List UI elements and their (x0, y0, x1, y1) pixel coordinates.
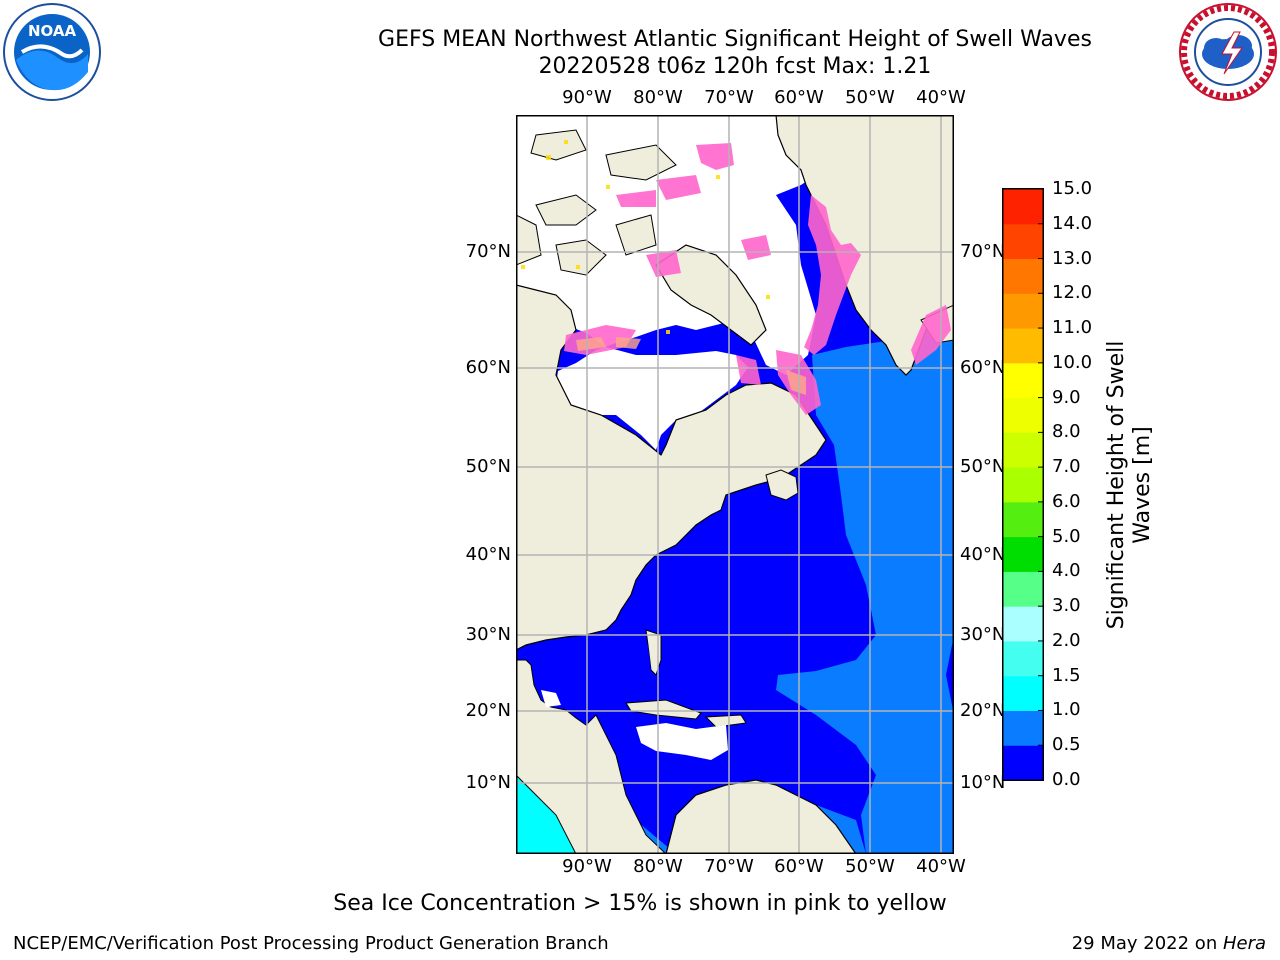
colorbar-swatch (1003, 536, 1043, 572)
lon-label-top-50w: 50°W (845, 87, 895, 108)
noaa-logo-text: NOAA (28, 22, 77, 40)
colorbar-swatch (1003, 571, 1043, 607)
lon-label-bottom-90w: 90°W (562, 856, 612, 877)
colorbar-swatch (1003, 189, 1043, 225)
footer-host: Hera (1222, 933, 1266, 954)
lon-label-bottom-70w: 70°W (704, 856, 754, 877)
lat-label-left-20n: 20°N (465, 700, 511, 721)
colorbar-swatch (1003, 362, 1043, 399)
colorbar-swatch (1003, 640, 1043, 677)
colorbar-tick-label: 5.0 (1052, 525, 1081, 547)
lat-label-left-60n: 60°N (465, 357, 511, 378)
colorbar-tick-label: 9.0 (1052, 386, 1081, 408)
footer-date-text: 29 May 2022 on (1071, 933, 1223, 954)
colorbar-tick-label: 4.0 (1052, 560, 1081, 582)
land-south-america (665, 779, 857, 854)
lon-label-top-70w: 70°W (704, 87, 754, 108)
no-data-caribbean (636, 723, 728, 760)
colorbar-label: Significant Height of Swell Waves [m] (1104, 341, 1156, 630)
lon-label-bottom-80w: 80°W (633, 856, 683, 877)
lat-label-left-50n: 50°N (465, 456, 511, 477)
graticule (516, 115, 954, 854)
colorbar-tick-label: 14.0 (1052, 212, 1093, 234)
colorbar-swatch (1003, 501, 1043, 538)
swell-zone-05-10 (776, 315, 954, 854)
colorbar-swatch (1003, 397, 1043, 433)
lat-label-right-40n: 40°N (960, 544, 1006, 565)
colorbar-swatch (1003, 675, 1043, 711)
lat-label-right-60n: 60°N (960, 357, 1006, 378)
colorbar-swatch (1003, 710, 1043, 746)
lon-label-top-80w: 80°W (633, 87, 683, 108)
lat-label-left-40n: 40°N (465, 544, 511, 565)
colorbar-tick-label: 3.0 (1052, 595, 1081, 617)
colorbar (1002, 188, 1044, 781)
colorbar-swatch (1003, 328, 1043, 364)
noaa-logo-icon: NOAA (3, 3, 101, 101)
colorbar-label-line1: Significant Height of Swell (1104, 340, 1129, 630)
lon-label-top-40w: 40°W (916, 87, 966, 108)
lon-label-bottom-50w: 50°W (845, 856, 895, 877)
lat-label-right-10n: 10°N (960, 772, 1006, 793)
lat-label-left-30n: 30°N (465, 624, 511, 645)
lat-label-right-20n: 20°N (960, 700, 1006, 721)
lat-label-right-70n: 70°N (960, 241, 1006, 262)
colorbar-swatch (1003, 432, 1043, 468)
colorbar-tick-label: 1.0 (1052, 699, 1081, 721)
lon-label-bottom-60w: 60°W (774, 856, 824, 877)
lon-label-top-60w: 60°W (774, 87, 824, 108)
colorbar-tick-label: 11.0 (1052, 317, 1093, 339)
lon-label-top-90w: 90°W (562, 87, 612, 108)
lon-label-bottom-40w: 40°W (916, 856, 966, 877)
colorbar-tick-label: 15.0 (1052, 178, 1093, 199)
lat-label-right-30n: 30°N (960, 624, 1006, 645)
colorbar-swatch (1003, 223, 1043, 260)
land-newfoundland (765, 469, 799, 501)
lat-label-right-50n: 50°N (960, 456, 1006, 477)
colorbar-tick-label: 13.0 (1052, 247, 1093, 269)
sea-ice-note: Sea Ice Concentration > 15% is shown in … (333, 891, 947, 916)
lat-label-left-10n: 10°N (465, 772, 511, 793)
land-central-america (516, 659, 667, 854)
map-panel (516, 115, 954, 854)
colorbar-swatch (1003, 293, 1043, 329)
colorbar-tick-label: 10.0 (1052, 351, 1093, 373)
colorbar-tick-label: 12.0 (1052, 282, 1093, 304)
footer-date: 29 May 2022 on Hera (1072, 933, 1266, 954)
colorbar-tick-label: 0.0 (1052, 769, 1081, 790)
colorbar-tick-label: 7.0 (1052, 456, 1081, 478)
colorbar-swatch (1003, 467, 1043, 503)
colorbar-tick-label: 0.5 (1052, 734, 1081, 756)
colorbar-tick-label: 2.0 (1052, 629, 1081, 651)
national-weather-service-logo-icon (1179, 3, 1277, 101)
colorbar-tick-label: 8.0 (1052, 421, 1081, 443)
footer-producer: NCEP/EMC/Verification Post Processing Pr… (13, 933, 609, 954)
colorbar-swatch (1003, 745, 1043, 781)
colorbar-label-line2: Waves [m] (1130, 426, 1155, 544)
colorbar-frame (1002, 188, 1044, 781)
lat-label-left-70n: 70°N (465, 241, 511, 262)
map-subtitle: 20220528 t06z 120h fcst Max: 1.21 (538, 54, 932, 79)
colorbar-tick-label: 1.5 (1052, 664, 1081, 686)
map-title: GEFS MEAN Northwest Atlantic Significant… (378, 27, 1092, 52)
land-baffin-island (655, 244, 767, 346)
colorbar-swatch (1003, 606, 1043, 642)
colorbar-swatch (1003, 258, 1043, 294)
map-frame (516, 115, 954, 854)
colorbar-tick-label: 6.0 (1052, 490, 1081, 512)
